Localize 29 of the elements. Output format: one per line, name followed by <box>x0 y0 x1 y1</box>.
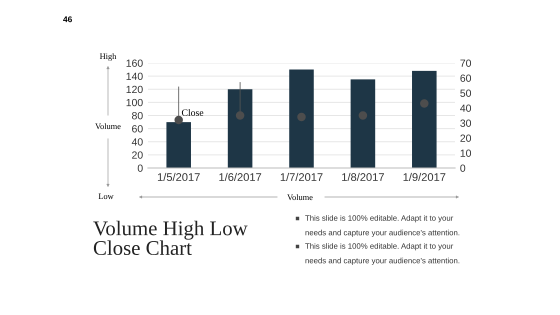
y2-tick-label: 20 <box>460 134 472 142</box>
y-tick-label: 140 <box>126 72 143 80</box>
y2-tick-label: 0 <box>460 164 466 172</box>
y2-tick-label: 30 <box>460 120 472 127</box>
x-tick-label: 1/7/2017 <box>280 172 323 182</box>
y2-tick-label: 40 <box>460 104 472 112</box>
y-tick-label: 120 <box>126 86 143 94</box>
x-tick-label: 1/8/2017 <box>342 172 384 182</box>
y2-tick-label: 50 <box>460 90 472 97</box>
y-tick-label: 60 <box>132 125 143 132</box>
y-tick-label: 80 <box>132 112 143 120</box>
text: Volume High Low Close Chart <box>93 220 248 256</box>
x-tick-label: 1/5/2017 <box>158 172 200 182</box>
x-tick-label: 1/9/2017 <box>404 172 446 182</box>
y-tick-label: 0 <box>138 164 143 172</box>
y-tick-label: 40 <box>132 138 143 146</box>
text: 46 <box>63 16 72 22</box>
y-tick-label: 20 <box>132 151 143 159</box>
y2-tick-label: 10 <box>460 150 472 157</box>
text: Low <box>98 194 114 200</box>
y-tick-label: 160 <box>126 60 143 67</box>
y2-tick-label: 60 <box>460 74 472 82</box>
text: High <box>100 53 116 61</box>
y-tick-label: 100 <box>126 98 143 106</box>
x-axis-title: Volume <box>287 194 313 200</box>
x-tick-label: 1/6/2017 <box>219 172 262 182</box>
y-axis-title: Volume <box>95 123 121 130</box>
y2-tick-label: 70 <box>460 60 472 67</box>
annotation: Close <box>182 109 204 116</box>
